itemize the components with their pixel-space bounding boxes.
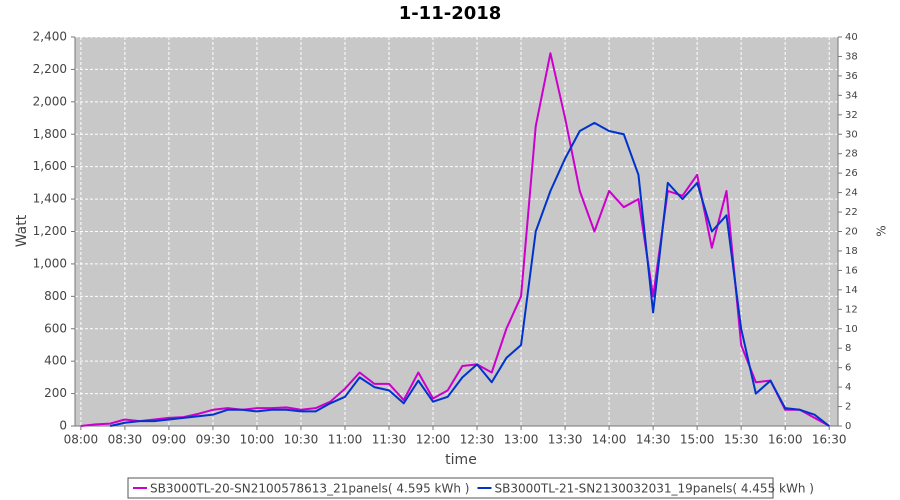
y2-tick-label: 40 <box>845 32 858 43</box>
y2-tick-label: 24 <box>845 188 858 199</box>
y-tick-label: 1,400 <box>33 192 67 206</box>
x-tick-label: 11:00 <box>328 433 363 447</box>
y2-tick-label: 34 <box>845 90 858 101</box>
y-tick-label: 2,000 <box>33 94 67 108</box>
y2-tick-label: 0 <box>845 421 851 432</box>
y2-tick-label: 22 <box>845 207 858 218</box>
y-tick-label: 2,400 <box>33 30 67 44</box>
x-tick-label: 15:00 <box>680 433 715 447</box>
x-tick-label: 10:30 <box>284 433 319 447</box>
y2-tick-label: 32 <box>845 110 858 121</box>
series-line <box>109 121 830 427</box>
y2-tick-label: 16 <box>845 265 858 276</box>
y-tick-label: 800 <box>44 289 67 303</box>
legend-label: SB3000TL-21-SN2130032031_19panels( 4.455… <box>494 482 813 496</box>
y2-tick-label: 30 <box>845 129 858 140</box>
x-tick-label: 15:30 <box>724 433 759 447</box>
x-tick-label: 16:00 <box>768 433 803 447</box>
legend-label: SB3000TL-20-SN2100578613_21panels( 4.595… <box>150 482 469 496</box>
y2-tick-label: 12 <box>845 304 858 315</box>
y2-tick-label: 6 <box>845 363 851 374</box>
y2-tick-label: 38 <box>845 51 858 62</box>
y2-tick-label: 14 <box>845 285 858 296</box>
y-tick-label: 1,600 <box>33 159 67 173</box>
legend-box <box>127 477 774 499</box>
y2-tick-label: 2 <box>845 402 851 413</box>
x-tick-label: 13:30 <box>548 433 583 447</box>
y2-tick-label: 18 <box>845 246 858 257</box>
x-tick-label: 08:00 <box>64 433 99 447</box>
series-line <box>80 52 830 427</box>
x-tick-label: 12:00 <box>416 433 451 447</box>
y2-tick-label: 20 <box>845 227 858 238</box>
x-tick-label: 08:30 <box>108 433 143 447</box>
x-tick-label: 14:30 <box>636 433 671 447</box>
y-tick-label: 200 <box>44 386 67 400</box>
y2-tick-label: 36 <box>845 71 858 82</box>
y2-axis-label: % <box>875 225 889 236</box>
y-tick-label: 600 <box>44 321 67 335</box>
y-tick-label: 1,200 <box>33 224 67 238</box>
x-tick-label: 13:00 <box>504 433 539 447</box>
y2-tick-label: 28 <box>845 149 858 160</box>
chart-title: 1-11-2018 <box>399 3 502 24</box>
x-tick-label: 10:00 <box>240 433 275 447</box>
y-tick-label: 0 <box>59 419 67 433</box>
y-tick-label: 2,200 <box>33 62 67 76</box>
x-tick-label: 14:00 <box>592 433 627 447</box>
x-tick-label: 11:30 <box>372 433 407 447</box>
y2-tick-label: 10 <box>845 324 858 335</box>
y-tick-label: 1,000 <box>33 256 67 270</box>
y-axis-label: Watt <box>14 214 30 247</box>
y2-tick-label: 4 <box>845 382 851 393</box>
y-tick-label: 400 <box>44 354 67 368</box>
y2-tick-label: 26 <box>845 168 858 179</box>
x-tick-label: 12:30 <box>460 433 495 447</box>
x-axis-label: time <box>445 452 477 468</box>
y-tick-label: 1,800 <box>33 127 67 141</box>
x-tick-label: 16:30 <box>812 433 847 447</box>
y2-tick-label: 8 <box>845 343 851 354</box>
x-tick-label: 09:00 <box>152 433 187 447</box>
x-tick-label: 09:30 <box>196 433 231 447</box>
